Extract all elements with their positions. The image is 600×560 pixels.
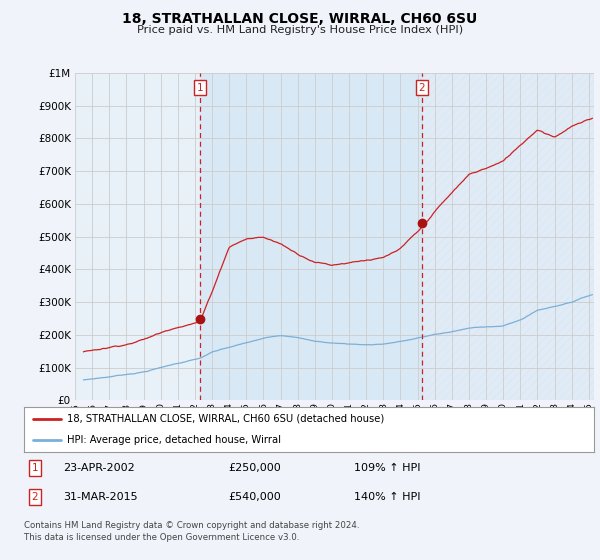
Text: 1: 1 — [197, 82, 203, 92]
Text: £540,000: £540,000 — [228, 492, 281, 502]
Text: 1: 1 — [31, 463, 38, 473]
Text: Price paid vs. HM Land Registry's House Price Index (HPI): Price paid vs. HM Land Registry's House … — [137, 25, 463, 35]
Text: HPI: Average price, detached house, Wirral: HPI: Average price, detached house, Wirr… — [67, 435, 281, 445]
Text: 18, STRATHALLAN CLOSE, WIRRAL, CH60 6SU: 18, STRATHALLAN CLOSE, WIRRAL, CH60 6SU — [122, 12, 478, 26]
Text: £250,000: £250,000 — [228, 463, 281, 473]
Text: 23-APR-2002: 23-APR-2002 — [63, 463, 135, 473]
Text: Contains HM Land Registry data © Crown copyright and database right 2024.: Contains HM Land Registry data © Crown c… — [24, 521, 359, 530]
Text: 109% ↑ HPI: 109% ↑ HPI — [354, 463, 421, 473]
Text: 2: 2 — [31, 492, 38, 502]
Bar — [422, 73, 594, 400]
Text: 140% ↑ HPI: 140% ↑ HPI — [354, 492, 421, 502]
Text: 18, STRATHALLAN CLOSE, WIRRAL, CH60 6SU (detached house): 18, STRATHALLAN CLOSE, WIRRAL, CH60 6SU … — [67, 414, 384, 424]
Text: This data is licensed under the Open Government Licence v3.0.: This data is licensed under the Open Gov… — [24, 533, 299, 542]
Bar — [200, 73, 422, 400]
Text: 2: 2 — [419, 82, 425, 92]
Text: 31-MAR-2015: 31-MAR-2015 — [63, 492, 137, 502]
